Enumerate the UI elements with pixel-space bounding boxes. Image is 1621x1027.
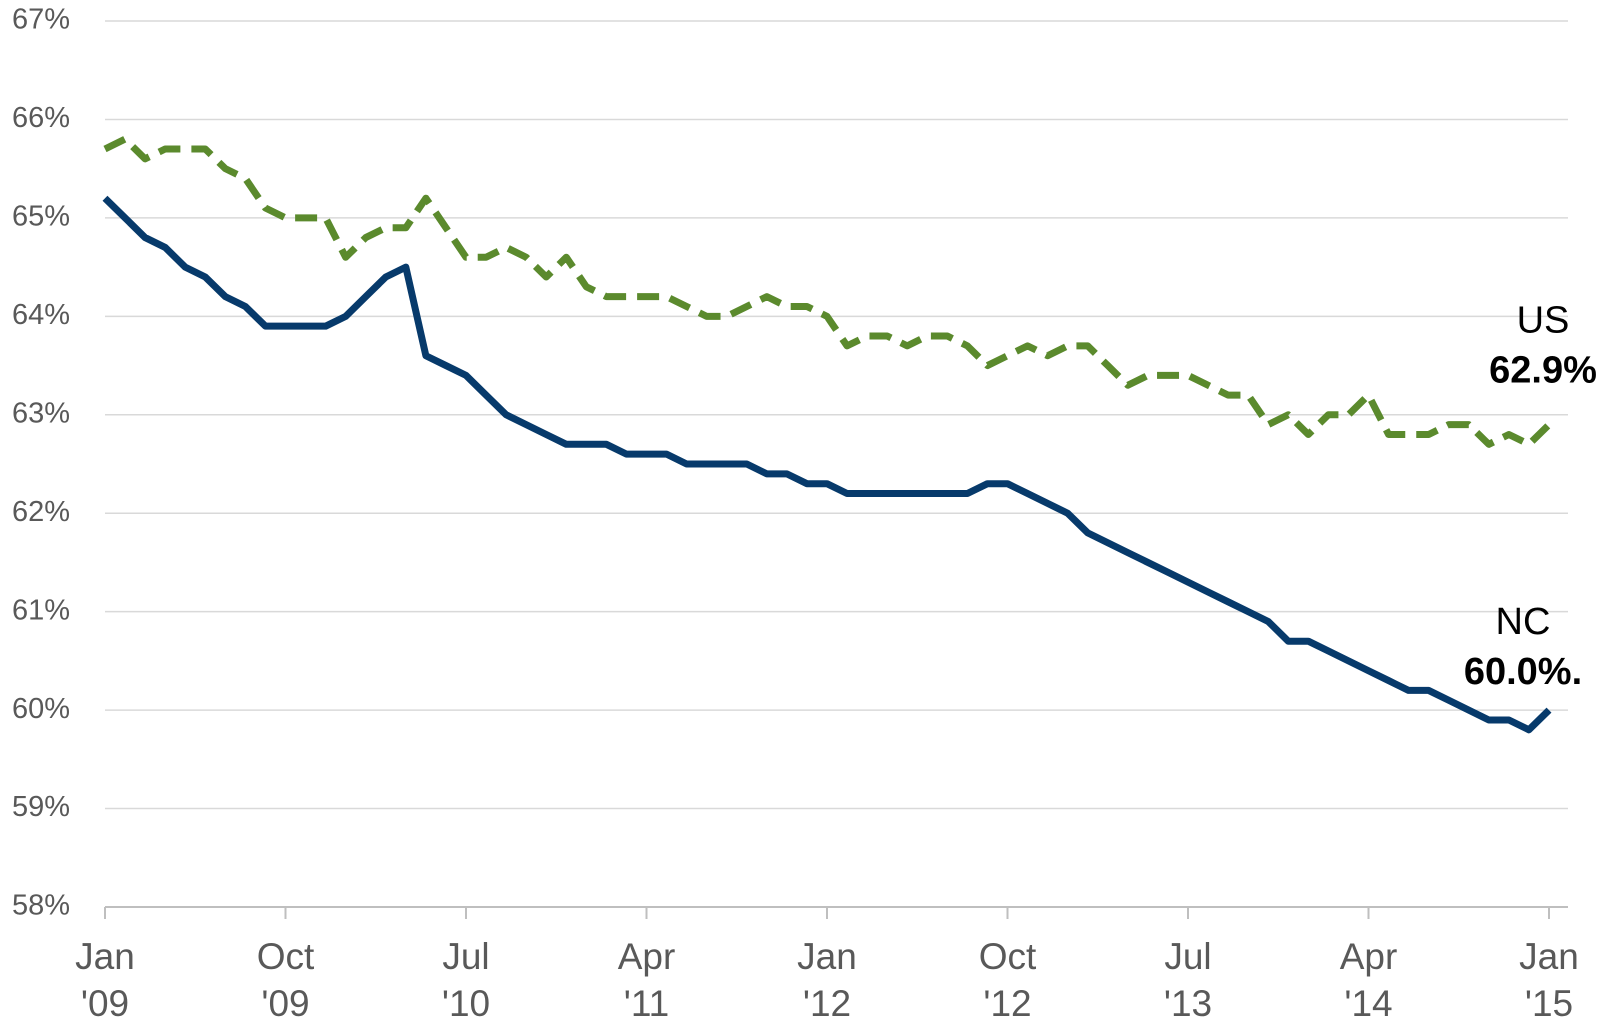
x-tick-label: Jan '15 [1519, 936, 1579, 1024]
x-tick-label: Oct '09 [256, 936, 315, 1024]
y-tick-label: 58% [12, 890, 70, 922]
x-tick-label: Jul '13 [1163, 936, 1213, 1024]
x-tick-label: Oct '12 [978, 936, 1037, 1024]
series-name: NC [1496, 601, 1551, 643]
y-tick-label: 67% [12, 4, 70, 36]
y-tick-label: 66% [12, 102, 70, 134]
y-tick-label: 59% [12, 791, 70, 823]
end-label: 62.9% [1489, 350, 1597, 392]
x-tick-label: Jan '09 [75, 936, 135, 1024]
y-tick-label: 64% [12, 299, 70, 331]
y-tick-label: 63% [12, 397, 70, 429]
y-tick-label: 65% [12, 201, 70, 233]
end-label: 60.0%. [1464, 651, 1582, 693]
series-line [102, 195, 1552, 734]
x-tick-label: Apr '11 [617, 936, 676, 1024]
x-tick-label: Jan '12 [797, 936, 857, 1024]
series-line [103, 135, 1552, 448]
y-tick-label: 62% [12, 496, 70, 528]
series-name: US [1517, 300, 1570, 342]
y-tick-label: 61% [12, 594, 70, 626]
x-tick-label: Jul '10 [441, 936, 491, 1024]
y-tick-label: 60% [12, 693, 70, 725]
x-tick-label: Apr '14 [1339, 936, 1398, 1024]
